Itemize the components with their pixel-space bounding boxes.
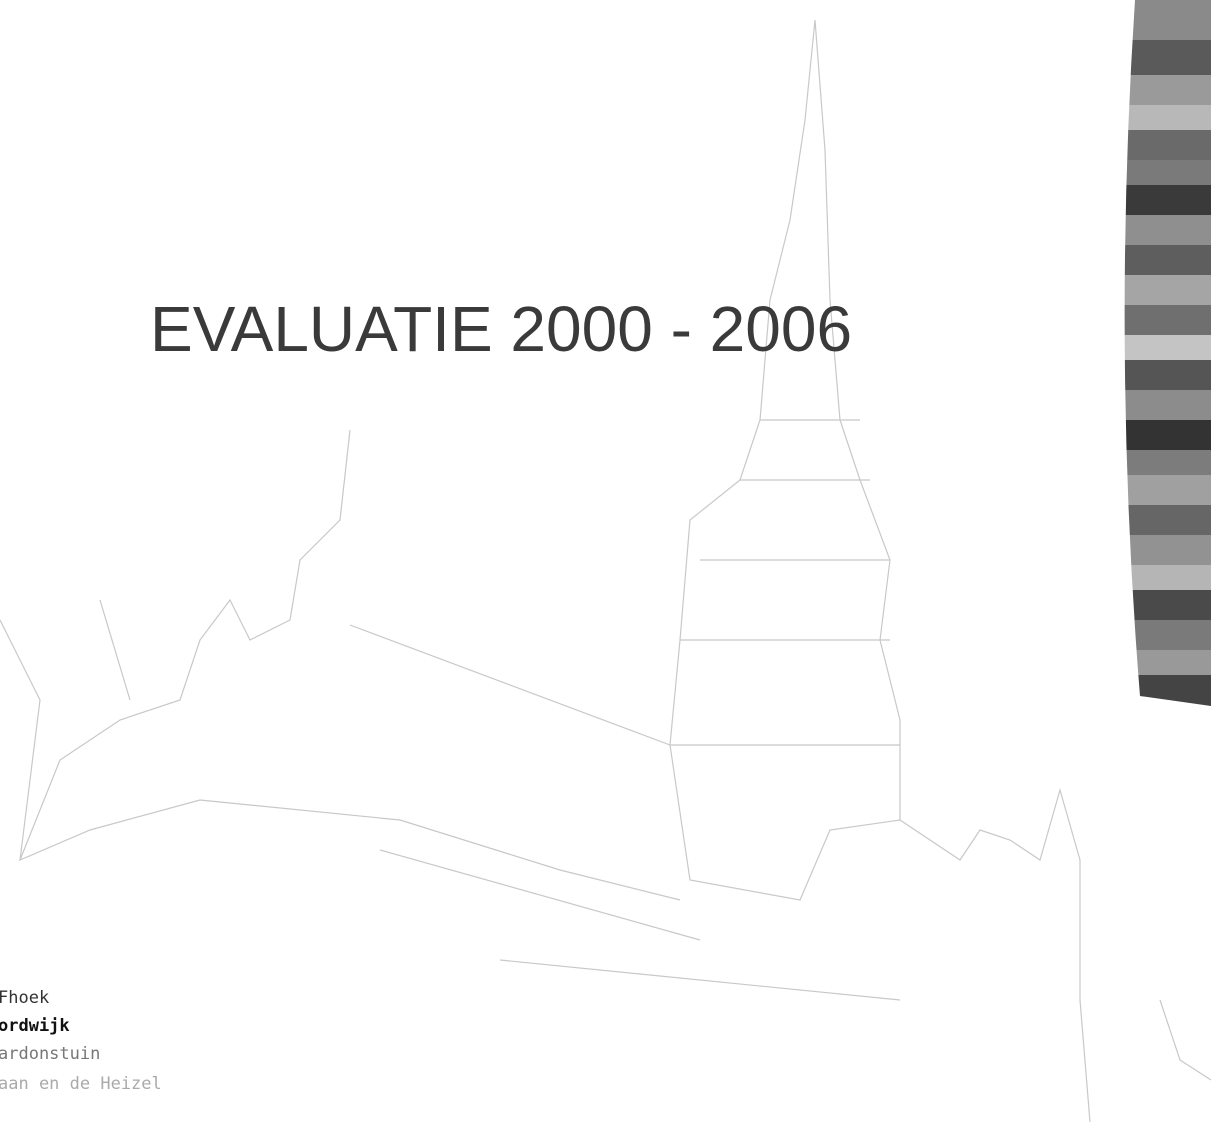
list-item: aan en de Heizel [0,1074,162,1094]
list-item: Fhoek [0,988,49,1008]
background-art [0,0,1211,1122]
list-item: ardonstuin [0,1044,100,1064]
slide: EVALUATIE 2000 - 2006 Fhoek ordwijk ardo… [0,0,1211,1122]
striped-bar [1100,0,1211,710]
list-item: ordwijk [0,1016,70,1036]
town-hall-sketch [0,20,1211,1122]
slide-title: EVALUATIE 2000 - 2006 [150,292,852,366]
